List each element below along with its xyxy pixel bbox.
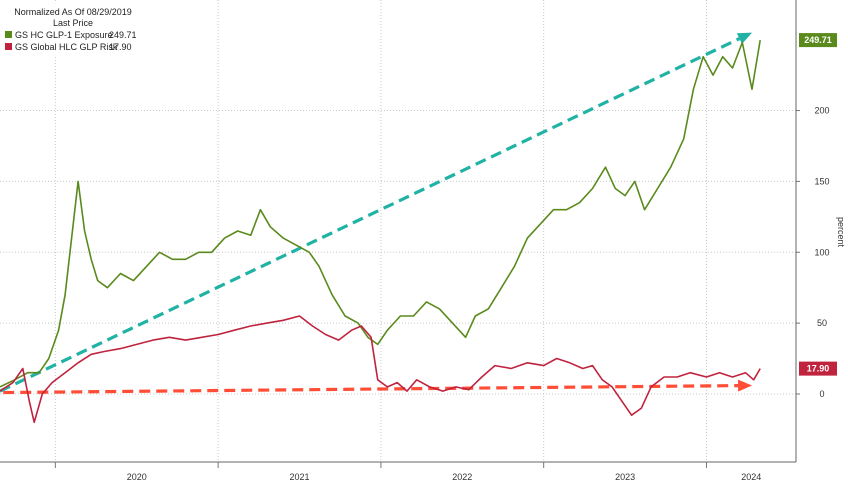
legend-value-glp-risk: 17.90 bbox=[109, 42, 132, 52]
y-tick-label-50: 50 bbox=[817, 318, 827, 328]
trend-arrow-1-shaft bbox=[3, 384, 739, 395]
x-tick-label-2023: 2023 bbox=[615, 472, 635, 482]
last-value-tag-gs-global-hlc-glp-risk bbox=[799, 361, 837, 376]
legend-value-glp1-exposure: 249.71 bbox=[109, 30, 137, 40]
y-tick-label-100: 100 bbox=[814, 247, 829, 257]
y-tick-label-200: 200 bbox=[814, 106, 829, 116]
legend-label-glp1-exposure: GS HC GLP-1 Exposure bbox=[15, 30, 113, 40]
last-value-tag-gs-hc-glp-1-exposure bbox=[799, 33, 837, 48]
y-axis-label: percent bbox=[836, 217, 846, 248]
legend-background bbox=[3, 3, 141, 55]
legend-header-line1: Normalized As Of 08/29/2019 bbox=[14, 7, 132, 17]
series-lines bbox=[0, 39, 761, 424]
x-tick-label-2021: 2021 bbox=[290, 472, 310, 482]
legend-label-glp-risk: GS Global HLC GLP Risk bbox=[15, 42, 118, 52]
trend-arrow-1-head bbox=[737, 379, 753, 392]
trend-arrow-0-shaft bbox=[0, 37, 741, 393]
x-tick-label-2024: 2024 bbox=[741, 472, 761, 482]
series-line-gs-hc-glp-1-exposure bbox=[0, 39, 761, 388]
legend: Normalized As Of 08/29/2019 Last Price G… bbox=[3, 3, 141, 55]
y-axis-ticks: 0 50 100 150 200 bbox=[796, 106, 830, 399]
x-tick-label-2022: 2022 bbox=[452, 472, 472, 482]
legend-swatch-glp-risk bbox=[5, 43, 12, 50]
trend-arrow-0-head bbox=[736, 32, 753, 45]
trend-arrows bbox=[0, 32, 753, 395]
legend-header-line2: Last Price bbox=[53, 18, 93, 28]
grid-lines bbox=[0, 0, 796, 462]
legend-swatch-glp1-exposure bbox=[5, 31, 12, 38]
y-tick-label-0: 0 bbox=[819, 389, 824, 399]
x-axis-ticks: 2020 2021 2022 2023 2024 bbox=[54, 462, 761, 482]
last-price-tags: 249.71 17.90 bbox=[799, 33, 837, 376]
series-line-gs-global-hlc-glp-risk bbox=[0, 315, 761, 424]
y-tick-label-150: 150 bbox=[814, 176, 829, 186]
last-value-text-gs-hc-glp-1-exposure: 249.71 bbox=[804, 35, 832, 45]
x-tick-label-2020: 2020 bbox=[127, 472, 147, 482]
last-value-text-gs-global-hlc-glp-risk: 17.90 bbox=[807, 364, 830, 374]
axes bbox=[0, 0, 797, 463]
